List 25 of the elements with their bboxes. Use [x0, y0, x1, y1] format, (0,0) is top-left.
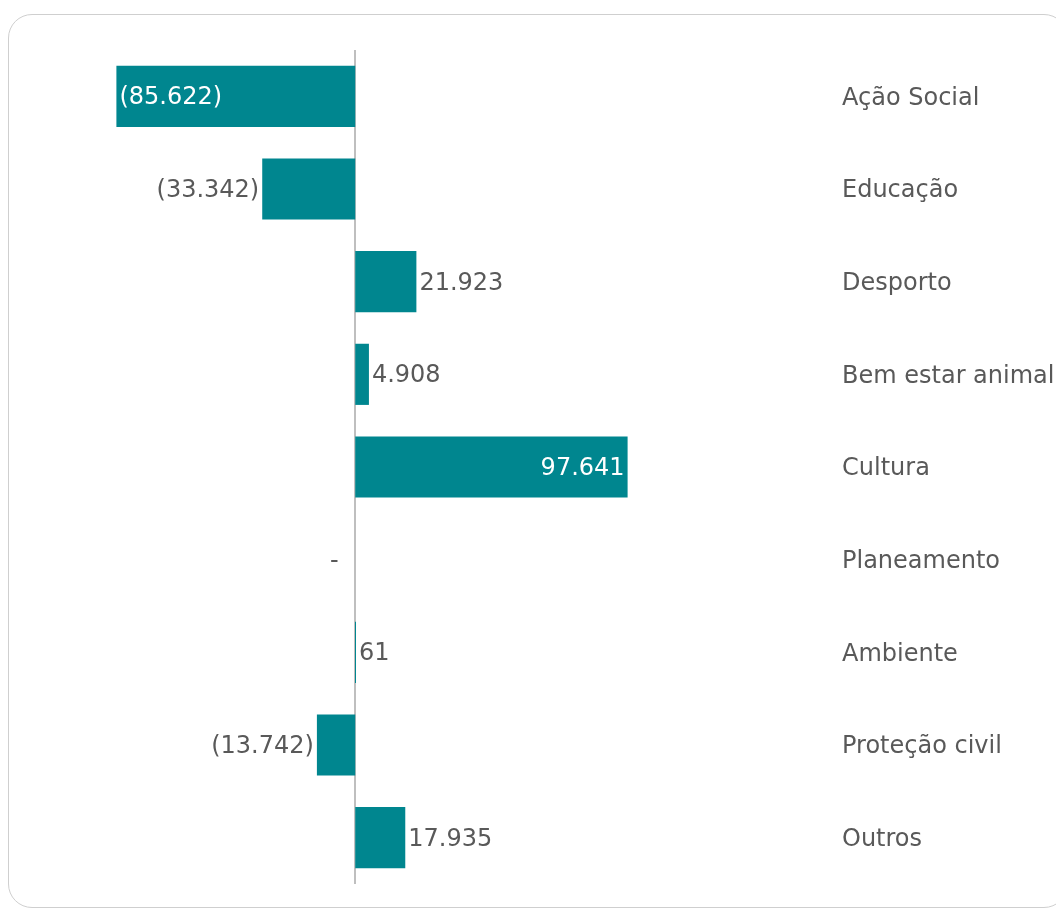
- bar: [355, 251, 417, 313]
- y-tick-label: Desporto: [842, 268, 952, 297]
- data-label: (33.342): [156, 175, 260, 203]
- data-label: 97.641: [540, 453, 625, 481]
- bar: [316, 714, 356, 776]
- data-label: 4.908: [371, 360, 441, 389]
- bar: [355, 436, 628, 498]
- y-tick-label: Cultura: [842, 453, 930, 482]
- bar: [355, 807, 406, 869]
- data-label: 17.935: [408, 823, 493, 852]
- y-tick-label: Outros: [842, 824, 923, 853]
- bar: [116, 65, 356, 127]
- y-tick-label: Educação: [842, 175, 959, 204]
- y-tick-label: Planeamento: [842, 546, 1000, 575]
- y-tick-label: Ambiente: [842, 638, 958, 667]
- data-label: (13.742): [211, 731, 314, 759]
- bar: [262, 158, 356, 220]
- y-tick-label: Bem estar animal: [842, 360, 1055, 389]
- bar: [355, 343, 369, 405]
- y-tick-label: Ação Social: [842, 82, 980, 111]
- data-label: 61: [359, 638, 390, 667]
- data-label: 21.923: [419, 267, 504, 296]
- data-label: (85.622): [119, 82, 223, 111]
- data-label: -: [330, 546, 339, 574]
- y-tick-label: Proteção civil: [842, 731, 1002, 760]
